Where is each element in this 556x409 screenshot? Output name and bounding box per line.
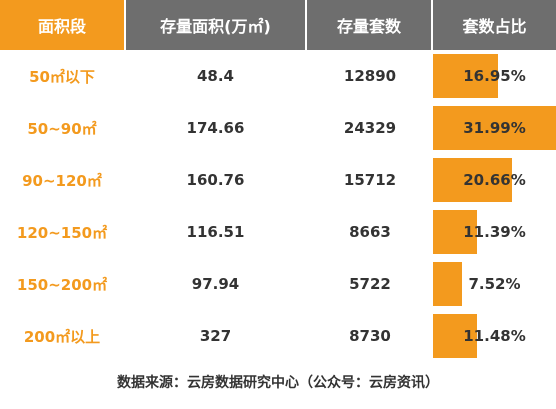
range-cell: 50㎡以下 [29,67,95,86]
header-area-range: 面积段 [0,0,124,50]
share-cell: 7.52% [433,258,556,310]
data-source-note: 数据来源：云房数据研究中心（公众号：云房资讯） [117,375,439,391]
range-cell: 90~120㎡ [22,171,102,190]
range-cell: 150~200㎡ [16,275,108,294]
count-cell: 15712 [343,171,397,189]
count-cell: 24329 [343,119,397,137]
table-row: 50~90㎡ 174.66 24329 31.99% [0,102,556,154]
count-cell: 8730 [349,327,391,345]
share-cell: 16.95% [433,50,556,102]
header-stock-area: 存量面积(万㎡) [124,0,305,50]
share-bar [433,262,462,306]
area-cell: 97.94 [191,275,240,293]
share-cell: 11.48% [433,310,556,362]
table-row: 200㎡以上 327 8730 11.48% [0,310,556,362]
share-label: 16.95% [463,67,526,85]
share-bar [433,54,498,98]
area-cell: 48.4 [196,67,234,85]
table-row: 150~200㎡ 97.94 5722 7.52% [0,258,556,310]
share-bar [433,314,477,358]
table-body: 50㎡以下 48.4 12890 16.95% 50~90㎡ 174.66 24… [0,50,556,362]
share-bar [433,158,512,202]
area-cell: 116.51 [186,223,245,241]
share-label: 31.99% [463,119,526,137]
share-label: 20.66% [463,171,526,189]
count-cell: 8663 [349,223,391,241]
share-bar [433,106,556,150]
table-row: 50㎡以下 48.4 12890 16.95% [0,50,556,102]
area-cell: 160.76 [186,171,245,189]
header-unit-share: 套数占比 [431,0,556,50]
share-label: 11.39% [463,223,526,241]
count-cell: 5722 [349,275,391,293]
share-cell: 20.66% [433,154,556,206]
table-row: 90~120㎡ 160.76 15712 20.66% [0,154,556,206]
share-bar [433,210,477,254]
share-cell: 31.99% [433,102,556,154]
table-row: 120~150㎡ 116.51 8663 11.39% [0,206,556,258]
share-label: 7.52% [468,275,521,293]
table-header: 面积段 存量面积(万㎡) 存量套数 套数占比 [0,0,556,50]
header-stock-units: 存量套数 [305,0,431,50]
share-label: 11.48% [463,327,526,345]
range-cell: 200㎡以上 [23,327,101,346]
area-cell: 327 [199,327,232,345]
count-cell: 12890 [343,67,397,85]
range-cell: 50~90㎡ [27,119,97,138]
share-cell: 11.39% [433,206,556,258]
range-cell: 120~150㎡ [16,223,108,242]
area-cell: 174.66 [186,119,245,137]
